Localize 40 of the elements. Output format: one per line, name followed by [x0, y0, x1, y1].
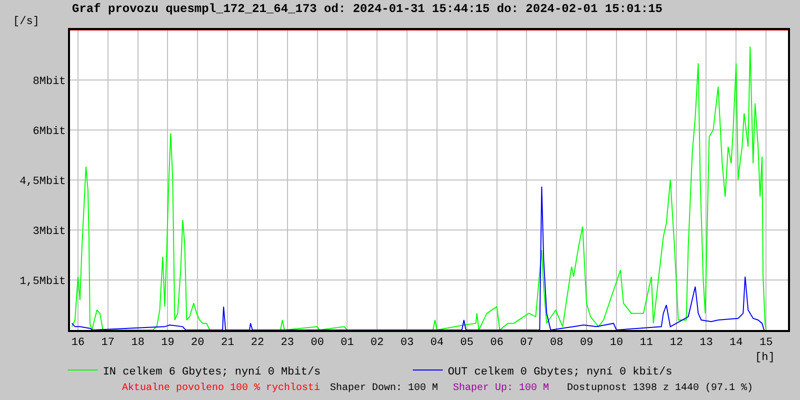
x-tick-label: 11 — [640, 337, 654, 350]
x-tick-label: 06 — [490, 337, 504, 350]
x-tick-label: 01 — [340, 337, 354, 350]
chart-title: Graf provozu quesmpl_172_21_64_173 od: 2024-01-31 15:44:15 do: 2024-02-01 15:01:15 — [72, 2, 662, 16]
text: Dostupnost 1398 z 1440 (97.1 %) — [567, 382, 754, 394]
y-tick-label: 6Mbit — [32, 126, 66, 138]
x-tick-label: 09 — [580, 337, 594, 350]
x-tick-label: 13 — [700, 337, 713, 350]
x-tick-label: 15 — [759, 337, 773, 350]
line-series — [71, 46, 767, 330]
text: Shaper Down: 100 M — [330, 382, 438, 394]
y-tick-label: 4,5Mbit — [20, 176, 66, 188]
x-tick-label: 20 — [191, 337, 204, 350]
text: Aktualne povoleno 100 % rychlosti — [122, 382, 320, 394]
x-tick-label: 12 — [670, 337, 683, 350]
x-tick-label: 04 — [430, 337, 444, 350]
y-tick-label: 3Mbit — [32, 226, 66, 238]
legend-label: IN celkem 6 Gbytes; nyní 0 Mbit/s — [102, 366, 321, 378]
x-tick-label: 08 — [550, 337, 564, 350]
x-tick-label: 00 — [310, 337, 324, 350]
x-tick-label: 23 — [280, 337, 294, 350]
y-tick-label: 1,5Mbit — [20, 276, 66, 288]
x-tick-label: 07 — [520, 337, 534, 350]
x-axis-title: [h] — [755, 352, 775, 364]
x-tick-label: 18 — [131, 337, 144, 350]
legend-label: OUT celkem 0 Gbytes; nyní 0 kbit/s — [448, 366, 672, 378]
x-tick-label: 19 — [161, 337, 174, 350]
x-tick-label: 21 — [220, 337, 235, 350]
x-tick-label: 22 — [250, 337, 264, 350]
y-axis-title: [/s] — [13, 16, 40, 28]
x-tick-label: 17 — [101, 337, 114, 350]
x-tick-label: 02 — [370, 337, 384, 350]
x-tick-label: 14 — [730, 337, 744, 350]
x-tick-label: 16 — [71, 337, 85, 350]
y-tick-label: 8Mbit — [32, 76, 66, 88]
x-tick-label: 05 — [460, 337, 474, 350]
line-series — [71, 186, 765, 330]
x-tick-label: 10 — [610, 337, 624, 350]
x-tick-label: 03 — [400, 337, 414, 350]
text: Shaper Up: 100 M — [453, 382, 550, 394]
